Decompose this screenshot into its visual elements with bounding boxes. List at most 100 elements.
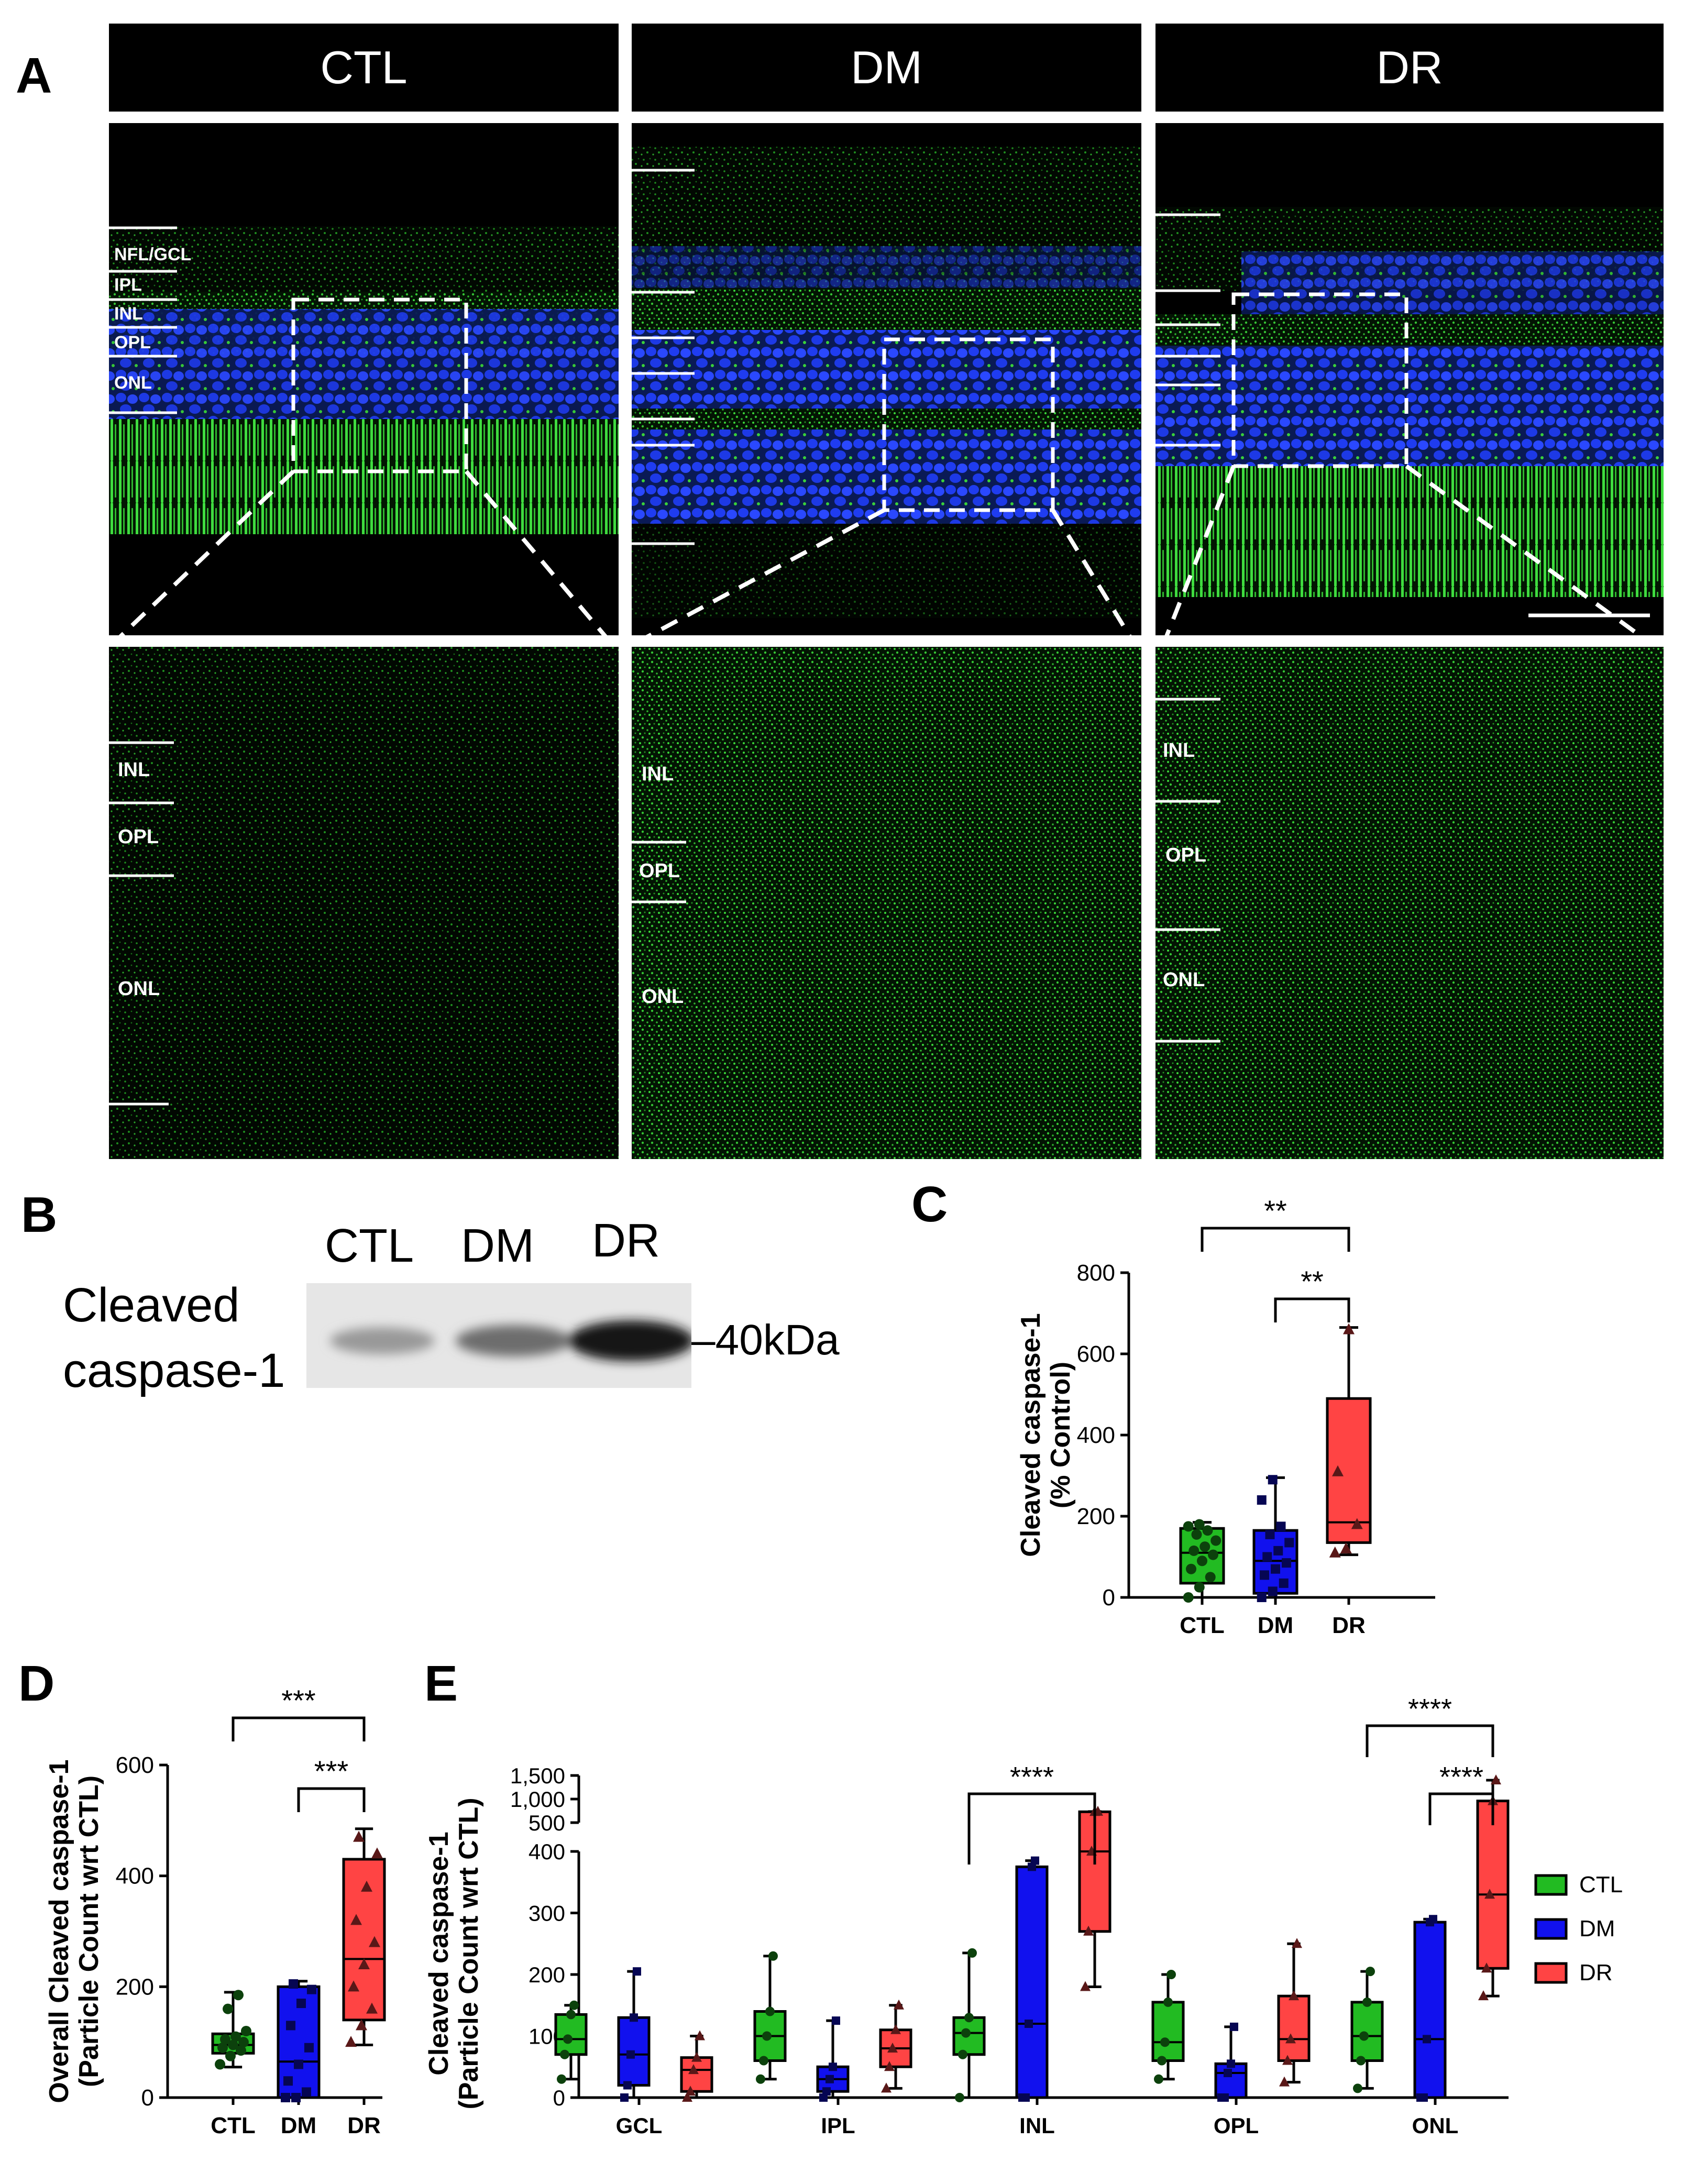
y-tick-label: 200 <box>1077 1504 1115 1529</box>
data-point <box>1257 1495 1267 1505</box>
y-tick-label: 400 <box>116 1863 154 1889</box>
data-point <box>759 2056 768 2066</box>
data-point <box>1207 1549 1218 1560</box>
significance-bracket <box>1201 1227 1350 1252</box>
data-point <box>1268 1586 1278 1596</box>
y-tick-label: 400 <box>529 1839 565 1864</box>
data-point <box>1197 1556 1207 1567</box>
panel-a-letter: A <box>16 48 52 104</box>
lane-label-dm: DM <box>461 1220 534 1272</box>
zoom-label-dr-onl: ONL <box>1163 969 1205 991</box>
y-tick-label: 200 <box>116 1974 154 2000</box>
micrograph-ctl-overview <box>109 123 619 635</box>
data-point <box>1031 1856 1039 1865</box>
box-onl-dm-box <box>1413 1921 1447 2099</box>
data-point <box>1183 1592 1194 1603</box>
data-point <box>1478 1990 1489 2001</box>
legend-swatch-dm <box>1534 1918 1568 1940</box>
lane-label-ctl: CTL <box>325 1220 414 1272</box>
data-point <box>366 2002 378 2014</box>
data-point <box>1194 1519 1205 1530</box>
zoom-connectors <box>116 464 1646 641</box>
box-onl-dr-box <box>1476 1800 1510 1970</box>
panel-c-letter: C <box>911 1176 948 1232</box>
micrograph-dm-zoom <box>632 647 1141 1159</box>
data-point <box>756 2074 765 2084</box>
data-point <box>301 2087 311 2097</box>
data-point <box>360 1880 372 1892</box>
data-point <box>1265 1529 1275 1539</box>
data-point <box>1260 1570 1270 1580</box>
significance-bracket <box>1274 1297 1350 1322</box>
zoom-label-ctl-onl: ONL <box>118 978 160 1000</box>
panel-b-letter: B <box>21 1187 58 1243</box>
column-header-dm: DM <box>632 24 1141 112</box>
x-tick-label: DR <box>347 2113 381 2138</box>
significance-bracket <box>297 1787 366 1812</box>
micrograph-grid: NFL/GCL IPL INL OPL ONL INL OPL ONL INL … <box>109 123 1664 1159</box>
box-dr-box <box>342 1858 386 2022</box>
data-point <box>967 1948 977 1958</box>
data-point <box>353 1830 365 1842</box>
data-point <box>1279 1578 1289 1588</box>
data-point <box>695 2030 705 2040</box>
blot-marker-label: –40kDa <box>691 1316 840 1364</box>
data-point <box>296 1999 306 2009</box>
x-tick-label: INL <box>1019 2113 1055 2138</box>
western-blot <box>306 1283 691 1388</box>
data-point <box>1210 1535 1221 1546</box>
data-point <box>569 2000 579 2010</box>
zoom-label-ctl-opl: OPL <box>118 826 159 848</box>
data-point <box>1194 1582 1205 1593</box>
data-point <box>240 2026 251 2036</box>
data-point <box>1268 1475 1278 1485</box>
data-point <box>1080 1981 1091 1991</box>
data-point <box>220 2034 231 2045</box>
data-point <box>1329 1546 1341 1558</box>
data-point <box>1292 1938 1302 1948</box>
data-point <box>1359 2031 1369 2041</box>
y-tick-label: 400 <box>1077 1422 1115 1448</box>
data-point <box>563 2034 573 2044</box>
data-point <box>228 2039 238 2050</box>
significance-label: **** <box>1408 1693 1452 1725</box>
significance-label: ** <box>1264 1194 1287 1227</box>
data-point <box>633 1967 641 1976</box>
data-point <box>225 2050 236 2061</box>
layer-label-ipl: IPL <box>114 275 142 295</box>
data-point <box>238 2037 249 2048</box>
data-point <box>765 2006 775 2016</box>
column-header-ctl: CTL <box>109 24 619 112</box>
blot-protein-label-line2: caspase-1 <box>63 1344 285 1397</box>
data-point <box>371 1847 383 1859</box>
layer-lines-top <box>109 169 1220 545</box>
zoom-label-dm-opl: OPL <box>639 860 680 882</box>
data-point <box>881 2082 891 2093</box>
data-point <box>1273 1546 1283 1556</box>
y-axis-label: Overall Cleaved caspase-1(Particle Count… <box>44 1759 104 2103</box>
significance-bracket <box>1428 1792 1494 1825</box>
data-point <box>682 2092 692 2102</box>
data-point <box>304 2043 314 2053</box>
data-point <box>1224 2069 1232 2077</box>
box-gcl-dr-box <box>680 2056 713 2093</box>
panel-d-letter: D <box>18 1656 55 1712</box>
data-point <box>557 2074 566 2084</box>
y-axis-label-line2: (Particle Count wrt CTL) <box>454 1797 484 2109</box>
data-point <box>1021 2093 1030 2102</box>
layer-lines-bottom <box>109 698 1220 1106</box>
lane-label-dr: DR <box>592 1215 660 1267</box>
legend-label-dr: DR <box>1579 1960 1613 1986</box>
data-point <box>306 1984 316 1994</box>
box-inl-dm-box <box>1015 1865 1049 2099</box>
y-tick-label: 800 <box>1077 1260 1115 1286</box>
data-point <box>233 1990 244 2001</box>
zoom-label-ctl-inl: INL <box>118 759 150 781</box>
box-gcl-ctl-box <box>554 2013 588 2056</box>
x-tick-label: IPL <box>821 2113 855 2138</box>
box-opl-dr-box <box>1277 1994 1311 2062</box>
layer-label-nfl-gcl: NFL/GCL <box>114 245 191 264</box>
zoom-label-dr-opl: OPL <box>1165 844 1206 866</box>
legend-label-dm: DM <box>1579 1916 1615 1942</box>
